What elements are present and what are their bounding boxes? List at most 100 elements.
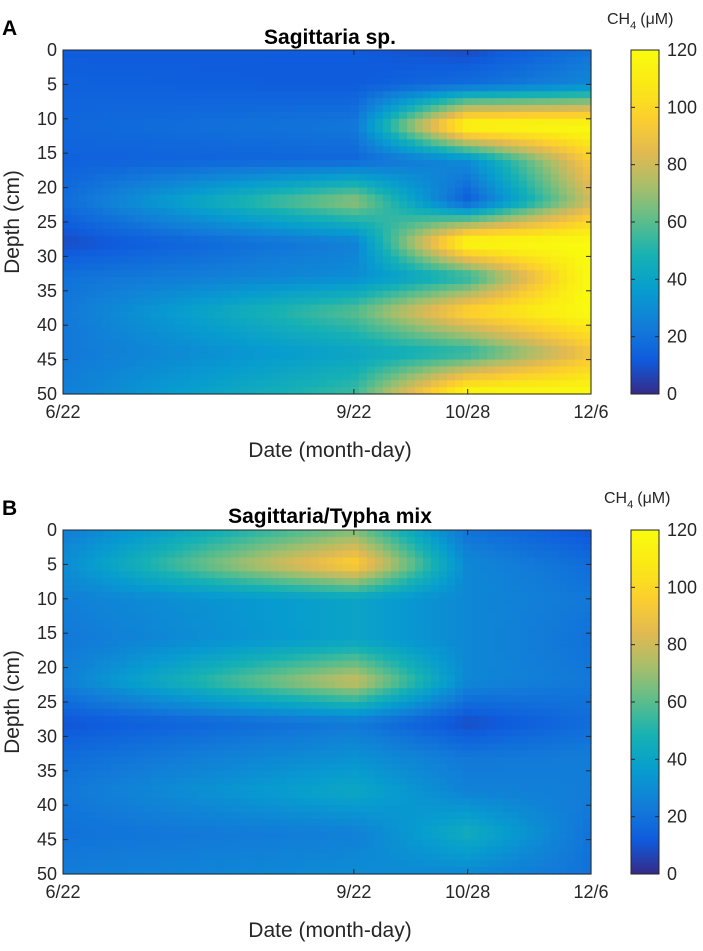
heat-cell bbox=[559, 166, 568, 175]
heat-cell bbox=[487, 160, 496, 168]
heat-cell bbox=[311, 695, 320, 703]
heat-cell bbox=[527, 585, 536, 593]
heat-cell bbox=[119, 640, 128, 648]
heat-cell bbox=[583, 166, 592, 175]
heat-cell bbox=[367, 63, 376, 72]
heat-cell bbox=[279, 270, 288, 278]
heat-cell bbox=[319, 105, 328, 113]
heat-cell bbox=[143, 681, 152, 689]
heat-cell bbox=[215, 98, 224, 106]
heat-cell bbox=[255, 263, 264, 271]
heat-cell bbox=[143, 194, 152, 202]
heat-cell bbox=[159, 667, 168, 676]
heat-cell bbox=[551, 688, 560, 696]
heat-cell bbox=[119, 70, 128, 79]
heat-cell bbox=[111, 571, 120, 579]
heat-cell bbox=[159, 242, 168, 251]
heat-cell bbox=[447, 290, 456, 299]
heat-cell bbox=[415, 598, 424, 607]
heat-cell bbox=[567, 564, 576, 572]
heat-cell bbox=[415, 111, 424, 120]
heat-cell bbox=[487, 242, 496, 251]
heat-cell bbox=[575, 318, 584, 326]
heat-cell bbox=[87, 612, 96, 621]
heat-cell bbox=[511, 646, 520, 655]
heat-cell bbox=[103, 194, 112, 202]
heat-cell bbox=[135, 387, 144, 395]
heat-cell bbox=[479, 667, 488, 676]
heat-cell bbox=[287, 571, 296, 579]
heat-cell bbox=[167, 187, 176, 196]
heat-cell bbox=[255, 208, 264, 216]
heat-cell bbox=[239, 139, 248, 147]
heat-cell bbox=[575, 153, 584, 161]
heat-cell bbox=[375, 297, 384, 306]
heat-cell bbox=[575, 208, 584, 216]
heat-cell bbox=[479, 105, 488, 113]
heat-cell bbox=[559, 304, 568, 313]
heat-cell bbox=[223, 77, 232, 85]
heat-cell bbox=[167, 290, 176, 299]
heat-cell bbox=[383, 605, 392, 614]
heat-cell bbox=[167, 674, 176, 682]
heat-cell bbox=[335, 660, 344, 669]
heat-cell bbox=[79, 180, 88, 189]
x-tick-label: 12/6 bbox=[573, 402, 608, 422]
heat-cell bbox=[471, 111, 480, 120]
heat-cell bbox=[151, 345, 160, 354]
heat-cell bbox=[559, 228, 568, 237]
heat-cell bbox=[423, 125, 432, 134]
heat-cell bbox=[247, 283, 256, 292]
heat-cell bbox=[527, 366, 536, 374]
heat-cell bbox=[319, 304, 328, 313]
heat-cell bbox=[111, 111, 120, 120]
heat-cell bbox=[103, 633, 112, 641]
heat-cell bbox=[263, 366, 272, 374]
heat-cell bbox=[271, 318, 280, 326]
heat-cell bbox=[215, 125, 224, 134]
heat-cell bbox=[327, 605, 336, 614]
heat-cell bbox=[271, 91, 280, 99]
heat-cell bbox=[439, 536, 448, 545]
heat-cell bbox=[391, 70, 400, 79]
heat-cell bbox=[527, 598, 536, 607]
heat-cell bbox=[503, 187, 512, 196]
heat-cell bbox=[135, 557, 144, 565]
heat-cell bbox=[175, 564, 184, 572]
heat-cell bbox=[471, 201, 480, 209]
heat-cell bbox=[111, 311, 120, 319]
heat-cell bbox=[495, 633, 504, 641]
heat-cell bbox=[431, 215, 440, 223]
heat-cell bbox=[231, 118, 240, 127]
heat-cell bbox=[239, 338, 248, 347]
heat-cell bbox=[487, 249, 496, 257]
heat-cell bbox=[159, 325, 168, 333]
heat-cell bbox=[519, 338, 528, 347]
heat-cell bbox=[119, 311, 128, 319]
heat-cell bbox=[63, 332, 72, 340]
heat-cell bbox=[463, 640, 472, 648]
heat-cell bbox=[511, 591, 520, 600]
heat-cell bbox=[111, 187, 120, 196]
heat-cell bbox=[535, 118, 544, 127]
heat-cell bbox=[223, 290, 232, 299]
heat-cell bbox=[471, 387, 480, 395]
heat-cell bbox=[503, 674, 512, 682]
heat-cell bbox=[439, 208, 448, 216]
heat-cell bbox=[391, 345, 400, 354]
heat-cell bbox=[167, 125, 176, 134]
heat-cell bbox=[335, 70, 344, 79]
heat-cell bbox=[335, 180, 344, 189]
heat-cell bbox=[351, 359, 360, 368]
heat-cell bbox=[151, 277, 160, 285]
heat-cell bbox=[119, 619, 128, 627]
heat-cell bbox=[175, 84, 184, 92]
heat-cell bbox=[215, 667, 224, 676]
heat-cell bbox=[95, 249, 104, 257]
heat-cell bbox=[519, 118, 528, 127]
heat-cell bbox=[511, 256, 520, 264]
heat-cell bbox=[503, 612, 512, 621]
heat-cell bbox=[135, 352, 144, 361]
heat-cell bbox=[439, 674, 448, 682]
heat-cell bbox=[455, 564, 464, 572]
